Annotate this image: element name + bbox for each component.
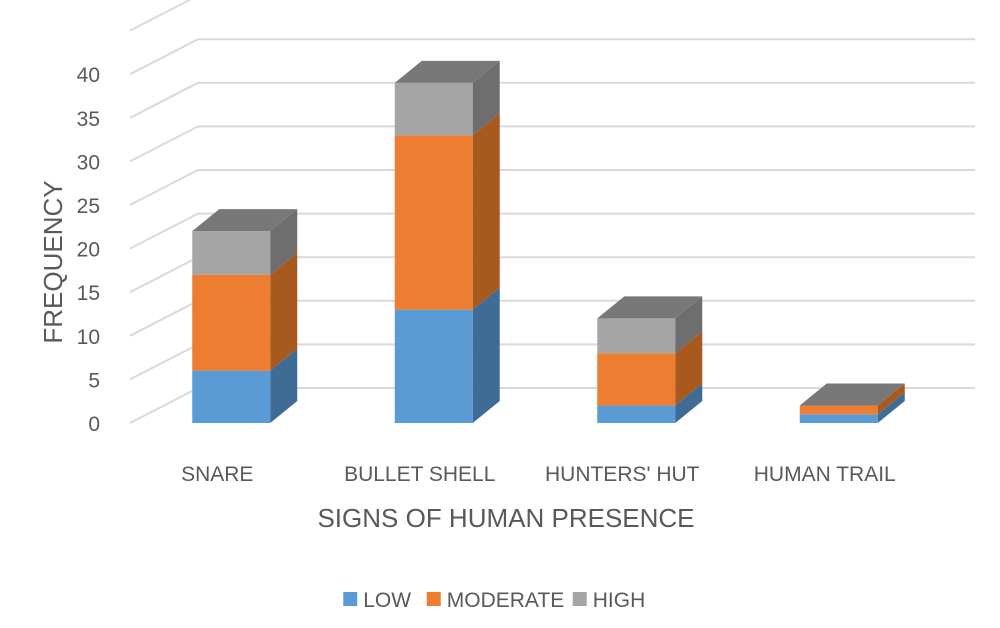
gridline [129,169,975,206]
bar-segment [394,309,473,423]
y-tick-label: 35 [77,108,100,131]
bar-segment [597,318,676,354]
x-axis-ticks: SNARE BULLET SHELL HUNTERS' HUT HUMAN TRAIL [181,463,896,486]
bar-segment-side [675,296,703,354]
bar-stack [597,296,703,423]
bar-segment [394,82,473,136]
gridlines [129,0,975,424]
y-tick-label: 5 [88,369,100,392]
bar-segment [597,353,676,406]
y-tick-label: 0 [88,413,100,436]
y-tick-label: 25 [77,195,100,218]
y-tick-label: 30 [77,151,100,174]
legend-swatch [572,592,587,606]
gridline [129,81,975,119]
bar-segment [192,274,271,371]
bar-stack [192,209,298,423]
x-tick-label: BULLET SHELL [344,463,495,486]
bar-top [394,60,500,83]
gridline [129,38,975,76]
bar-segment-side [270,252,298,371]
bar-top [192,209,298,232]
bar-segment-side [675,383,703,423]
y-tick-label: 20 [77,239,100,262]
x-axis-title: SIGNS OF HUMAN PRESENCE [317,503,694,533]
y-tick-label: 15 [77,282,100,305]
legend: LOW MODERATE HIGH [343,589,645,612]
bar-stack [394,60,500,423]
bar-segment [799,405,878,415]
bar-segment-side [270,348,298,423]
y-tick-label: 10 [77,326,100,349]
legend-label: LOW [363,589,411,612]
bar-segment-side [877,392,905,423]
legend-label: MODERATE [447,589,564,612]
gridline [129,125,975,163]
x-tick-label: SNARE [181,463,253,486]
y-tick-label: 40 [77,64,100,87]
bar-segment-side [472,60,500,136]
gridline [129,212,975,250]
bar-segment [597,405,676,423]
bar-top [799,383,905,406]
y-axis-title: FREQUENCY [38,180,68,343]
legend-swatch [426,592,441,606]
legend-label: HIGH [593,589,646,612]
bars [192,60,905,423]
bar-segment [192,231,271,275]
bar-segment-side [472,287,500,423]
bar-segment [799,414,878,423]
bar-segment-side [472,113,500,310]
bar-segment-side [270,209,298,275]
bar-top [597,296,703,319]
bar-stack [799,383,905,423]
y-axis-ticks: 0 5 10 15 20 25 30 35 40 [77,64,100,436]
x-tick-label: HUMAN TRAIL [754,463,896,486]
bar-segment [192,370,271,423]
gridline [129,0,192,32]
bar-segment [394,135,473,310]
legend-swatch [343,592,358,606]
bar-segment-side [877,383,905,415]
x-tick-label: HUNTERS' HUT [545,463,700,486]
bar-segment-side [675,331,703,406]
